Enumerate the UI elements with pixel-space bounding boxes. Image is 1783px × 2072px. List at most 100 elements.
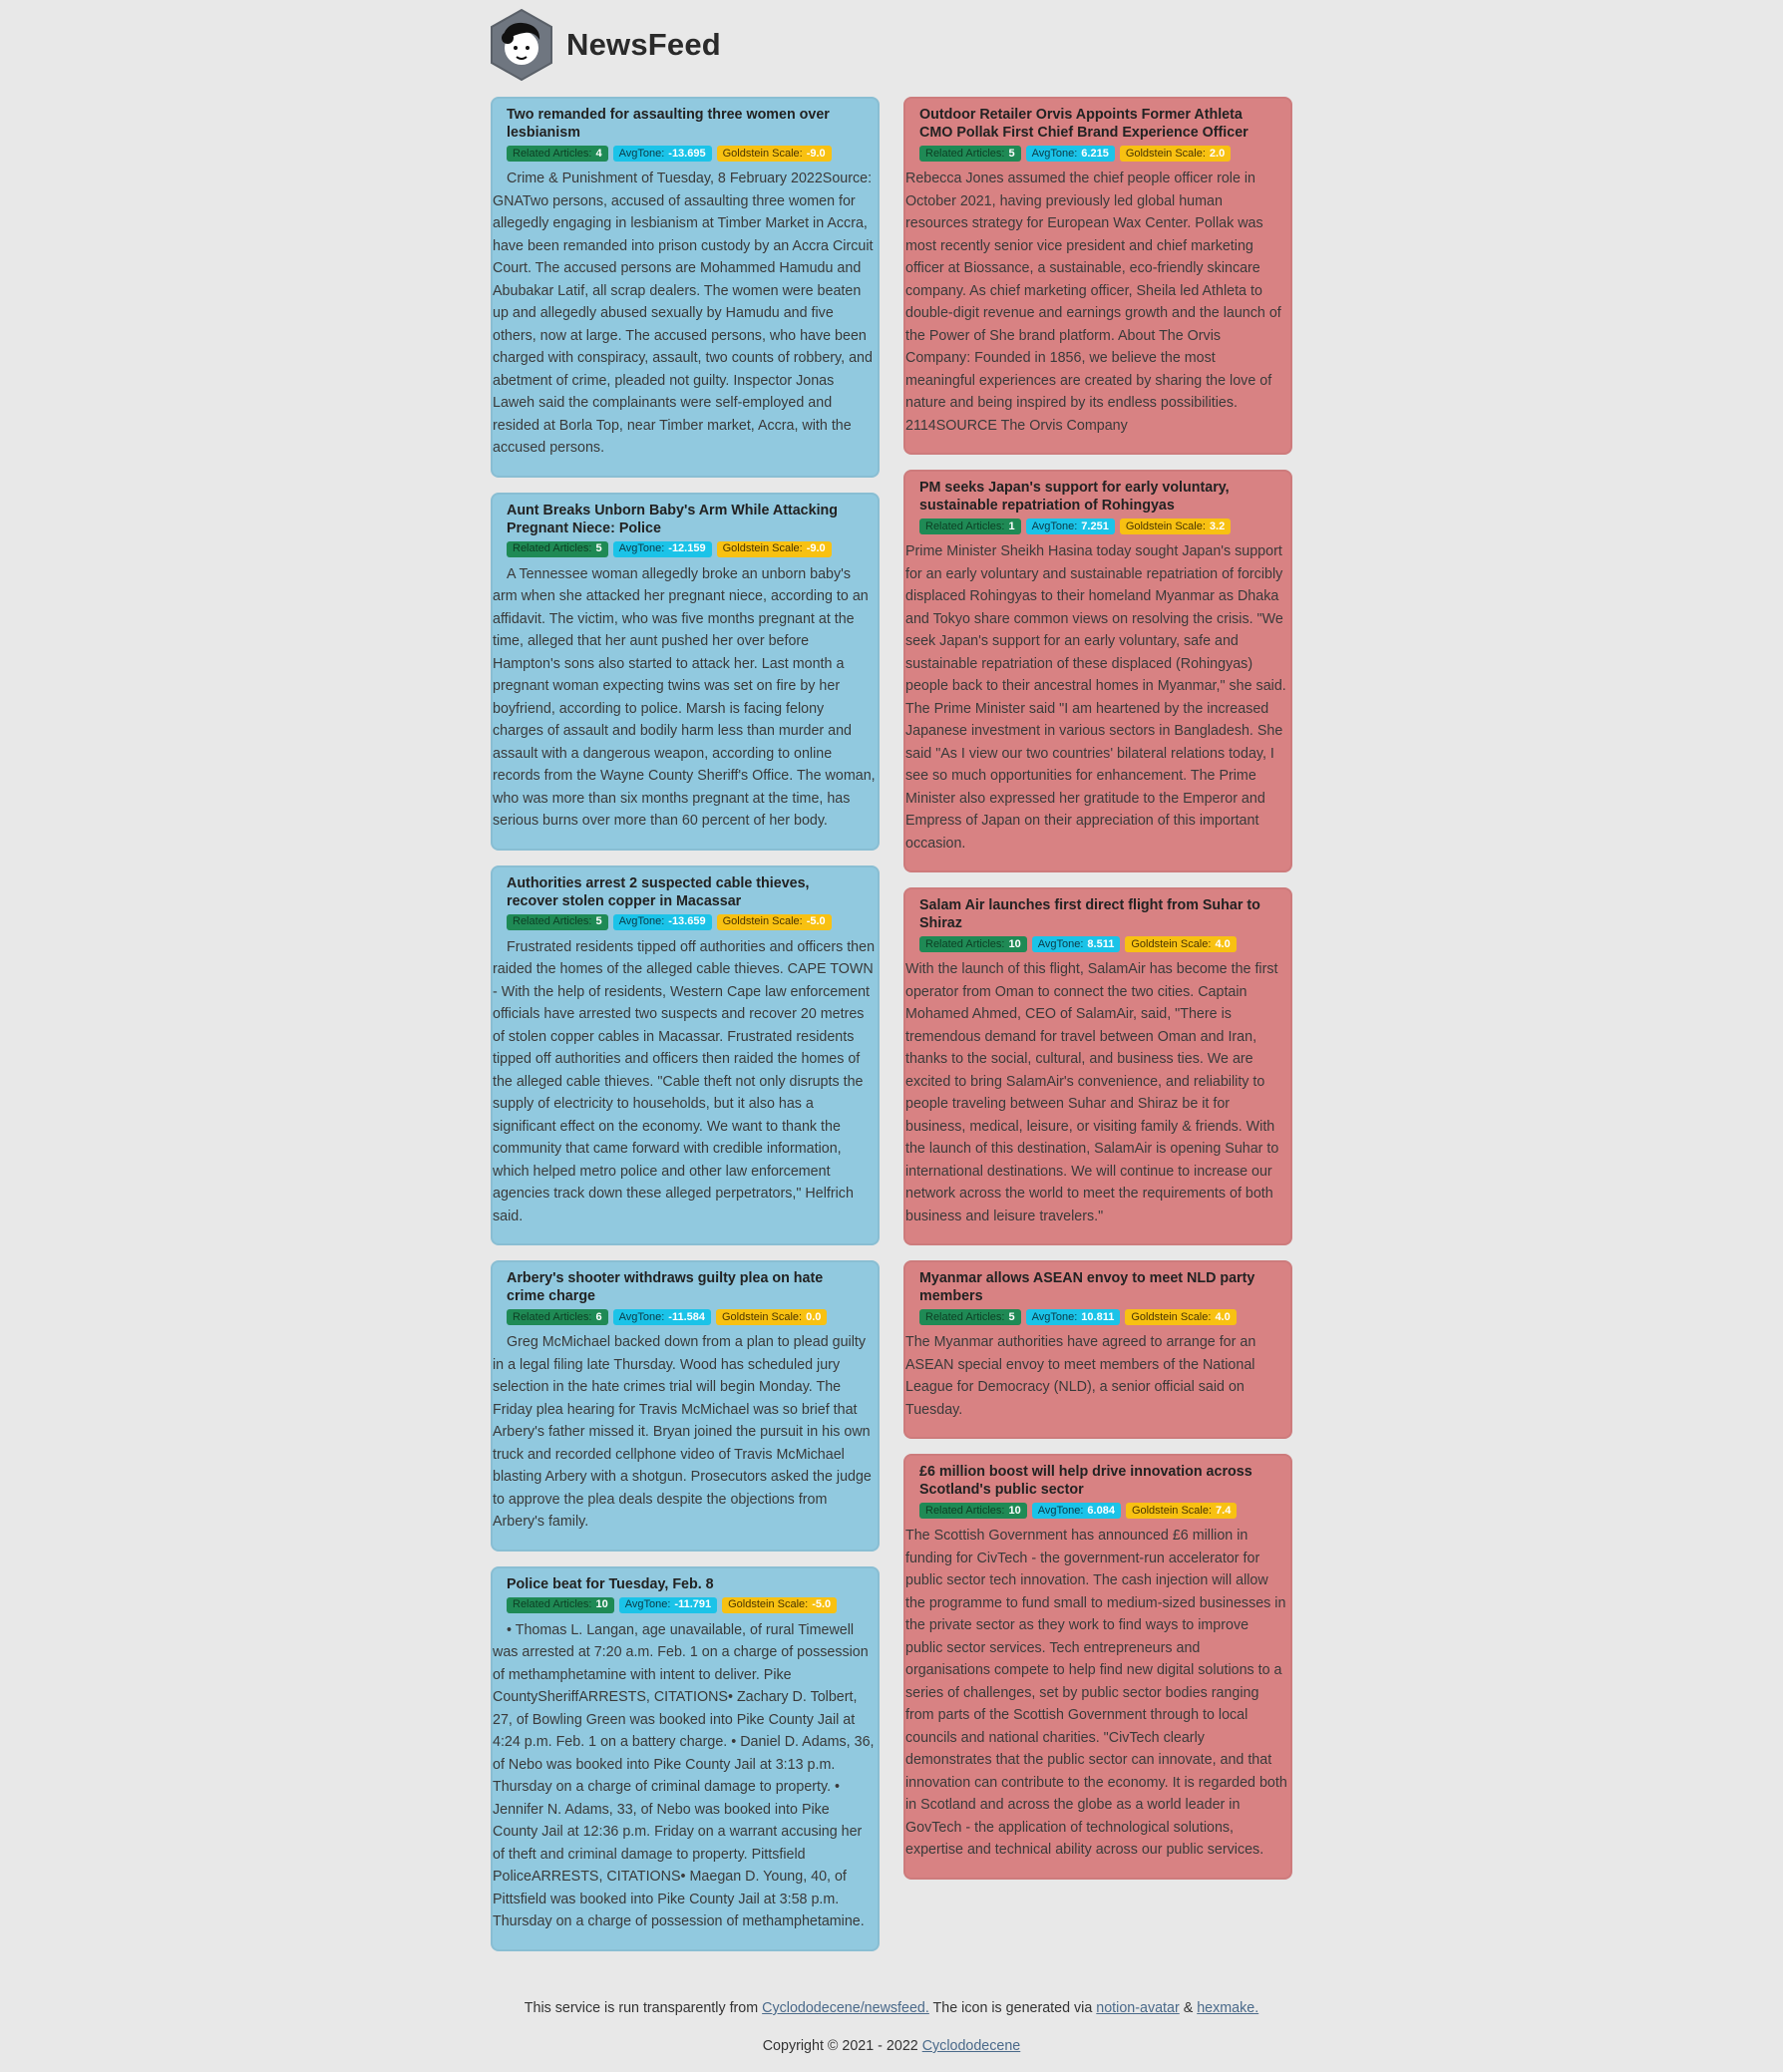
card-title[interactable]: Salam Air launches first direct flight f… <box>919 897 1260 931</box>
card-body: A Tennessee woman allegedly broke an unb… <box>493 565 876 830</box>
repo-link[interactable]: Cyclododecene/newsfeed. <box>762 2000 929 2016</box>
badge-label: AvgTone: <box>1037 1504 1084 1517</box>
goldstein-badge: Goldstein Scale: -5.0 <box>722 1596 838 1613</box>
badge-value: 4.0 <box>1215 1310 1231 1323</box>
badge-label: Goldstein Scale: <box>1131 1504 1213 1517</box>
news-card[interactable]: Two remanded for assaulting three women … <box>491 97 880 478</box>
goldstein-badge: Goldstein Scale: -9.0 <box>716 540 832 557</box>
badge-label: Related Articles: <box>513 1598 592 1610</box>
badge-label: AvgTone: <box>618 1310 665 1323</box>
card-title[interactable]: Outdoor Retailer Orvis Appoints Former A… <box>919 107 1248 141</box>
badge-value: -5.0 <box>812 1598 832 1610</box>
card-title[interactable]: Two remanded for assaulting three women … <box>507 107 830 141</box>
news-card[interactable]: Salam Air launches first direct flight f… <box>903 887 1292 1245</box>
badge-value: 10 <box>1008 937 1021 950</box>
avgtone-badge: AvgTone: -11.584 <box>612 1309 711 1325</box>
news-card[interactable]: Arbery's shooter withdraws guilty plea o… <box>491 1260 880 1552</box>
badge-label: AvgTone: <box>618 542 665 554</box>
card-title[interactable]: Police beat for Tuesday, Feb. 8 <box>507 1575 714 1592</box>
badge-label: Related Articles: <box>513 1310 592 1323</box>
footer-line-1: This service is run transparently from C… <box>0 2000 1783 2016</box>
badge-label: AvgTone: <box>1031 147 1078 160</box>
badge-label: Related Articles: <box>925 519 1005 532</box>
card-badges: Related Articles: 5 AvgTone: 6.215 Goldste… <box>905 142 1288 162</box>
badge-value: 0.0 <box>806 1310 822 1323</box>
avgtone-badge: AvgTone: -12.159 <box>612 540 712 557</box>
footer-text: & <box>1179 2000 1198 2016</box>
badge-label: Goldstein Scale: <box>1131 937 1212 950</box>
card-badges: Related Articles: 5 AvgTone: -13.659 Golds… <box>493 910 876 930</box>
news-card[interactable]: Outdoor Retailer Orvis Appoints Former A… <box>903 97 1292 455</box>
card-badges: Related Articles: 6 AvgTone: -11.584 Golds… <box>493 1305 876 1325</box>
card-badges: Related Articles: 4 AvgTone: -13.695 Golds… <box>493 142 876 162</box>
badge-label: AvgTone: <box>1031 519 1078 532</box>
related-articles-badge: Related Articles: 10 <box>507 1596 614 1613</box>
notion-avatar-link[interactable]: notion-avatar <box>1096 2000 1180 2016</box>
related-articles-badge: Related Articles: 4 <box>507 146 608 162</box>
goldstein-badge: Goldstein Scale: -9.0 <box>716 146 832 162</box>
card-title[interactable]: Aunt Breaks Unborn Baby's Arm While Atta… <box>507 502 839 536</box>
news-card[interactable]: Authorities arrest 2 suspected cable thi… <box>491 864 880 1245</box>
badge-label: Goldstein Scale: <box>1125 519 1206 532</box>
card-body: With the launch of this flight, SalamAir… <box>905 961 1279 1224</box>
avgtone-badge: AvgTone: -13.659 <box>612 913 712 930</box>
avatar-hexagon-icon[interactable] <box>489 8 554 82</box>
card-title[interactable]: Arbery's shooter withdraws guilty plea o… <box>507 1270 824 1304</box>
card-badges: Related Articles: 5 AvgTone: -12.159 Golds… <box>493 537 876 557</box>
news-card[interactable]: Aunt Breaks Unborn Baby's Arm While Atta… <box>491 492 880 851</box>
card-title[interactable]: Authorities arrest 2 suspected cable thi… <box>507 874 810 909</box>
card-title[interactable]: Myanmar allows ASEAN envoy to meet NLD p… <box>919 1270 1255 1304</box>
badge-value: -11.791 <box>674 1598 712 1610</box>
card-badges: Related Articles: 10 AvgTone: 6.084 Goldst… <box>905 1499 1288 1519</box>
badge-label: Goldstein Scale: <box>1131 1310 1212 1323</box>
badge-value: 1 <box>1008 519 1015 532</box>
goldstein-badge: Goldstein Scale: 4.0 <box>1125 936 1237 952</box>
related-articles-badge: Related Articles: 10 <box>919 1503 1027 1519</box>
news-card[interactable]: PM seeks Japan's support for early volun… <box>903 470 1292 872</box>
card-body: The Myanmar authorities have agreed to a… <box>905 1334 1256 1418</box>
news-card[interactable]: £6 million boost will help drive innovat… <box>903 1454 1292 1880</box>
badge-value: -13.659 <box>668 915 706 927</box>
card-body: Frustrated residents tipped off authorit… <box>493 938 876 1224</box>
card-body: The Scottish Government has announced £6… <box>905 1528 1287 1858</box>
card-body: • Thomas L. Langan, age unavailable, of … <box>493 1621 875 1930</box>
badge-value: 10 <box>595 1598 608 1610</box>
badge-value: -9.0 <box>806 147 826 160</box>
badge-label: AvgTone: <box>618 147 665 160</box>
avgtone-badge: AvgTone: 6.215 <box>1025 146 1115 162</box>
related-articles-badge: Related Articles: 5 <box>919 146 1021 162</box>
brand-title: NewsFeed <box>566 27 721 62</box>
news-card[interactable]: Myanmar allows ASEAN envoy to meet NLD p… <box>903 1260 1292 1439</box>
badge-value: -9.0 <box>806 542 826 554</box>
goldstein-badge: Goldstein Scale: -5.0 <box>716 913 832 930</box>
related-articles-badge: Related Articles: 5 <box>507 540 608 557</box>
badge-label: Goldstein Scale: <box>728 1598 809 1610</box>
author-link[interactable]: Cyclododecene <box>921 2038 1021 2054</box>
related-articles-badge: Related Articles: 6 <box>507 1309 608 1325</box>
hexmake-link[interactable]: hexmake. <box>1197 2000 1259 2016</box>
related-articles-badge: Related Articles: 1 <box>919 518 1021 534</box>
badge-label: Related Articles: <box>925 1504 1005 1517</box>
badge-value: 6.084 <box>1087 1504 1115 1517</box>
avgtone-badge: AvgTone: -13.695 <box>612 146 712 162</box>
avgtone-badge: AvgTone: 7.251 <box>1025 518 1115 534</box>
goldstein-badge: Goldstein Scale: 0.0 <box>715 1309 828 1325</box>
card-title[interactable]: £6 million boost will help drive innovat… <box>919 1464 1252 1498</box>
badge-label: AvgTone: <box>618 915 665 927</box>
left-column: Two remanded for assaulting three women … <box>491 97 880 1966</box>
badge-value: 6.215 <box>1081 147 1109 160</box>
card-badges: Related Articles: 10 AvgTone: 8.511 Goldst… <box>905 932 1288 952</box>
badge-label: Goldstein Scale: <box>722 542 803 554</box>
badge-label: Related Articles: <box>925 147 1005 160</box>
footer-copyright: Copyright © 2021 - 2022 Cyclododecene <box>0 2038 1783 2054</box>
badge-value: 2.0 <box>1209 147 1226 160</box>
badge-label: Related Articles: <box>925 937 1005 950</box>
badge-label: Goldstein Scale: <box>721 1310 803 1323</box>
badge-value: 6 <box>595 1310 602 1323</box>
badge-label: AvgTone: <box>1031 1310 1078 1323</box>
news-card[interactable]: Police beat for Tuesday, Feb. 8 Related … <box>491 1565 880 1951</box>
card-title[interactable]: PM seeks Japan's support for early volun… <box>919 480 1230 514</box>
copyright-text: Copyright © 2021 - 2022 <box>762 2038 922 2054</box>
badge-value: 5 <box>595 915 602 927</box>
badge-value: 10 <box>1008 1504 1021 1517</box>
